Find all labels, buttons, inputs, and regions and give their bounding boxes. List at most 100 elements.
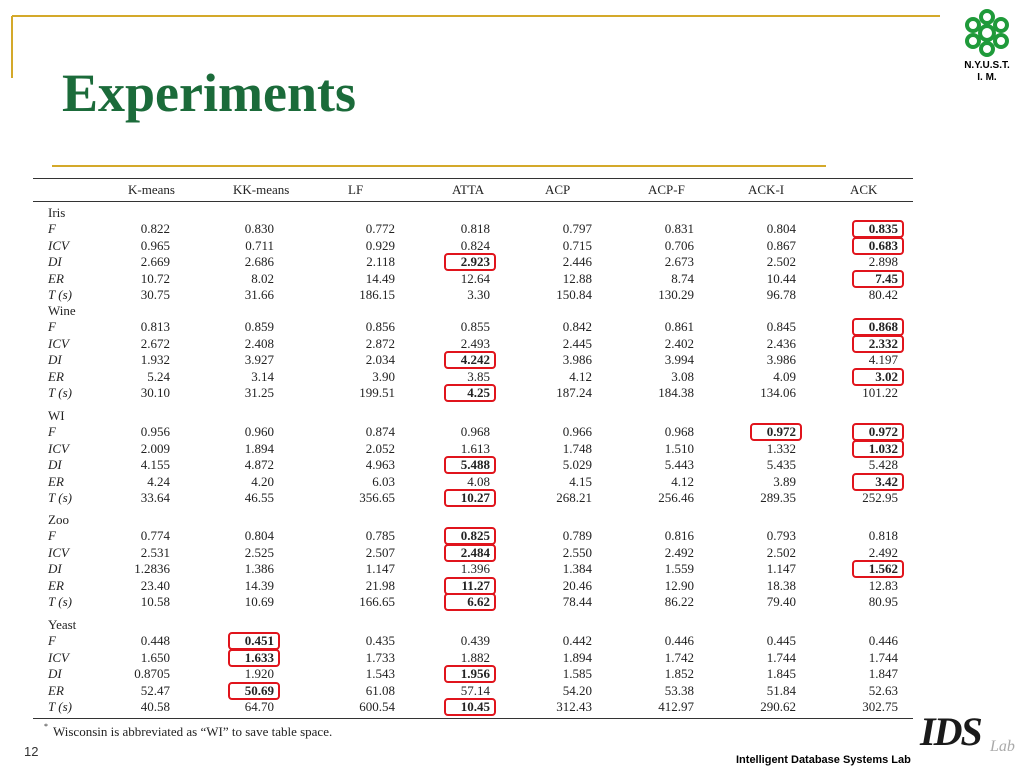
value-cell: 412.97 [658,699,694,714]
value-cell: 0.797 [562,221,592,237]
value-cell: 78.44 [562,594,592,609]
value-cell: 3.986 [562,352,592,368]
value-cell: 7.45 [875,270,898,286]
value-cell: 0.804 [766,221,796,237]
highlight-box [852,318,904,337]
value-cell: 268.21 [556,490,592,505]
highlight-box [444,665,496,684]
value-cell: 4.20 [251,473,274,489]
value-cell: 2.898 [868,254,898,270]
highlight-box [444,527,496,546]
value-cell: 79.40 [766,594,796,609]
value-cell: 2.531 [140,544,170,560]
value-cell: 1.852 [664,666,694,682]
value-cell: 2.872 [365,335,395,351]
value-cell: 57.14 [460,682,490,698]
value-cell: 4.09 [773,368,796,384]
value-cell: 31.25 [244,385,274,400]
value-cell: 10.72 [140,270,170,286]
value-cell: 0.818 [868,528,898,544]
value-cell: 0.830 [244,221,274,237]
value-cell: 2.484 [460,544,490,560]
row-label: F [48,424,56,440]
value-cell: 10.27 [460,490,490,505]
value-cell: 46.55 [244,490,274,505]
value-cell: 64.70 [244,699,274,714]
highlight-box [852,439,904,458]
value-cell: 2.923 [460,254,490,270]
row-label: ER [48,577,64,593]
value-cell: 1.032 [868,440,898,456]
highlight-box [444,576,496,595]
value-cell: 256.46 [658,490,694,505]
value-cell: 1.386 [244,561,274,577]
value-cell: 2.492 [664,544,694,560]
value-cell: 0.855 [460,319,490,335]
value-cell: 80.42 [868,287,898,302]
group-label: Zoo [48,512,69,527]
value-cell: 2.507 [365,544,395,560]
value-cell: 4.25 [467,385,490,400]
value-cell: 5.443 [664,457,694,473]
value-cell: 186.15 [359,287,395,302]
row-label: ICV [48,440,69,456]
value-cell: 1.742 [664,649,694,665]
value-cell: 290.62 [760,699,796,714]
value-cell: 0.824 [460,237,490,253]
column-header: ACK-I [748,182,785,197]
row-label: T (s) [48,490,72,505]
value-cell: 0.706 [664,237,694,253]
row-label: ER [48,682,64,698]
value-cell: 0.774 [140,528,170,544]
value-cell: 12.83 [868,577,898,593]
value-cell: 5.24 [147,368,170,384]
decor [11,9,1009,167]
value-cell: 1.384 [562,561,592,577]
value-cell: 150.84 [556,287,592,302]
value-cell: 0.793 [766,528,796,544]
value-cell: 0.448 [140,633,170,649]
value-cell: 5.435 [766,457,796,473]
highlight-box [852,220,904,239]
value-cell: 0.789 [562,528,592,544]
value-cell: 252.95 [862,490,898,505]
value-cell: 3.14 [251,368,274,384]
value-cell: 289.35 [760,490,796,505]
value-cell: 1.744 [766,649,796,665]
value-cell: 1.613 [460,440,490,456]
value-cell: 10.58 [140,594,170,609]
value-cell: 2.446 [562,254,592,270]
value-cell: 1.920 [244,666,274,682]
value-cell: 1.562 [868,561,898,577]
row-label: ICV [48,237,69,253]
value-cell: 302.75 [862,699,898,714]
value-cell: 2.436 [766,335,796,351]
value-cell: 1.894 [244,440,274,456]
value-cell: 0.804 [244,528,274,544]
value-cell: 0.711 [245,237,274,253]
value-cell: 3.986 [766,352,796,368]
highlight-box [444,456,496,475]
value-cell: 21.98 [365,577,395,593]
value-cell: 2.493 [460,335,490,351]
group-label: Yeast [48,617,77,632]
value-cell: 2.502 [766,544,796,560]
value-cell: 86.22 [664,594,694,609]
value-cell: 1.932 [140,352,170,368]
value-cell: 3.927 [244,352,274,368]
value-cell: 11.27 [461,577,490,593]
value-cell: 10.45 [460,699,490,714]
value-cell: 0.845 [766,319,796,335]
value-cell: 51.84 [766,682,796,698]
logo-line: I. M. [977,72,997,83]
value-cell: 0.818 [460,221,490,237]
value-cell: 52.47 [140,682,170,698]
row-label: F [48,633,56,649]
table-rule [33,178,913,179]
value-cell: 0.966 [562,424,592,440]
value-cell: 3.90 [372,368,395,384]
value-cell: 1.559 [664,561,694,577]
highlight-box [444,543,496,562]
value-cell: 12.64 [460,270,490,286]
